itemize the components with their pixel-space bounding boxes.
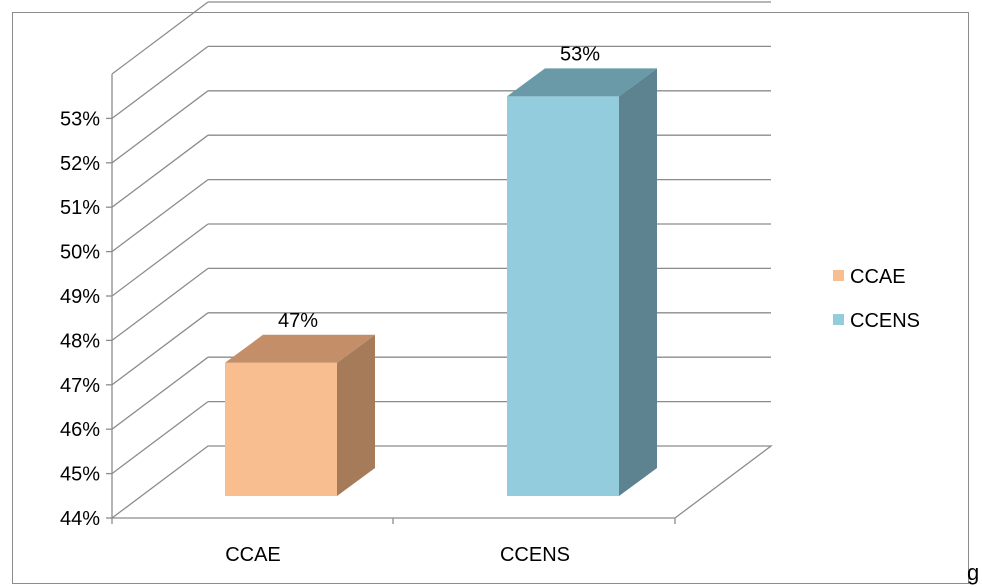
label-layer: 47% CCAE 53% CCENS — [225, 43, 600, 566]
category-label: CCAE — [225, 544, 281, 566]
gridline-diagonal — [111, 134, 209, 208]
legend-swatch — [833, 314, 844, 325]
bar-side — [337, 334, 375, 496]
gridline-diagonal — [111, 356, 209, 430]
bar-front — [225, 362, 337, 496]
axis-layer: 44% 45% 46% 47% 48% 49% 50% 51% 52% 53% — [60, 74, 676, 530]
bar-ccens — [507, 68, 657, 497]
category-label: CCENS — [500, 544, 570, 566]
data-label: 53% — [560, 43, 600, 65]
bar-ccae — [225, 334, 375, 496]
bar-layer — [225, 68, 657, 497]
y-tick-label: 50% — [60, 242, 100, 264]
legend: CCAE CCENS — [833, 266, 920, 332]
grid-layer — [110, 1, 773, 519]
y-tick-label: 53% — [60, 108, 100, 130]
y-tick-label: 52% — [60, 153, 100, 175]
data-label: 47% — [278, 310, 318, 332]
legend-label: CCAE — [850, 266, 906, 288]
gridline-diagonal — [111, 223, 209, 297]
legend-swatch — [833, 270, 844, 281]
y-tick-label: 47% — [60, 375, 100, 397]
bar-front — [507, 96, 619, 497]
gridline-diagonal — [111, 1, 209, 75]
gridline-diagonal — [111, 90, 209, 164]
gridline-diagonal — [111, 267, 209, 341]
chart-frame — [12, 12, 969, 584]
gridline-diagonal — [111, 45, 209, 119]
gridline-diagonal — [111, 179, 209, 253]
y-tick-label: 49% — [60, 286, 100, 308]
gridline-diagonal — [111, 401, 209, 475]
y-tick-label: 45% — [60, 464, 100, 486]
gridline-diagonal — [111, 312, 209, 386]
y-tick-label: 46% — [60, 419, 100, 441]
bar-top — [225, 334, 375, 363]
legend-label: CCENS — [850, 310, 920, 332]
y-tick-label: 48% — [60, 330, 100, 352]
chart-floor — [110, 445, 773, 519]
bar-side — [619, 68, 657, 497]
bar-top — [507, 68, 657, 97]
y-tick-label: 51% — [60, 197, 100, 219]
stray-character: g — [967, 560, 980, 585]
y-tick-label: 44% — [60, 508, 100, 530]
